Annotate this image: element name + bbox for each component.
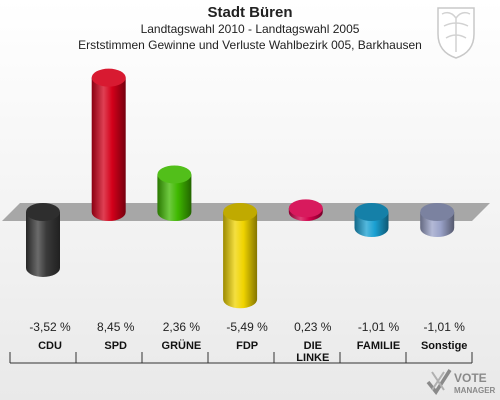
category-label: SPD — [104, 340, 127, 352]
category-label: GRÜNE — [162, 339, 202, 352]
bar-sonstige — [420, 203, 455, 238]
bar-cap — [91, 68, 126, 87]
bar-die-linke — [288, 199, 323, 221]
bar-grüne — [157, 165, 192, 221]
logo-text-vote: VOTE — [454, 371, 487, 385]
bar-cap — [157, 165, 192, 184]
coat-of-arms-icon — [437, 7, 475, 59]
bar-familie — [354, 203, 389, 238]
category-label: FAMILIE — [357, 340, 400, 352]
bar-body — [26, 212, 60, 277]
bar-cap — [354, 203, 389, 221]
bar-body — [223, 212, 258, 309]
category-label: Sonstige — [421, 340, 467, 352]
bar-cap — [288, 199, 323, 218]
bar-cap — [223, 203, 258, 221]
value-label: -1,01 % — [358, 320, 400, 334]
bar-cap — [26, 203, 60, 221]
value-label: -1,01 % — [424, 320, 466, 334]
chart-title: Stadt Büren — [207, 4, 293, 21]
category-label: FDP — [236, 340, 258, 352]
bar-spd — [91, 68, 126, 222]
chart-description: Erststimmen Gewinne und Verluste Wahlbez… — [78, 38, 422, 52]
vote-manager-logo: VOTE MANAGER — [426, 369, 496, 396]
category-label: CDU — [38, 340, 62, 352]
value-label: 2,36 % — [163, 320, 201, 334]
value-label: -3,52 % — [29, 320, 71, 334]
value-label: -5,49 % — [226, 320, 268, 334]
bar-cap — [420, 203, 455, 221]
category-label: DIE — [304, 340, 322, 352]
chart-subtitle: Landtagswahl 2010 - Landtagswahl 2005 — [140, 22, 360, 36]
category-label: LINKE — [296, 352, 329, 364]
checkmark-x-icon — [426, 369, 452, 396]
bar-cdu — [26, 203, 60, 277]
bar-body — [91, 77, 126, 222]
bar-fdp — [223, 203, 258, 309]
value-label: 8,45 % — [97, 320, 135, 334]
logo-text-manager: MANAGER — [454, 386, 496, 395]
bar-body — [157, 174, 192, 221]
value-label: 0,23 % — [294, 320, 332, 334]
